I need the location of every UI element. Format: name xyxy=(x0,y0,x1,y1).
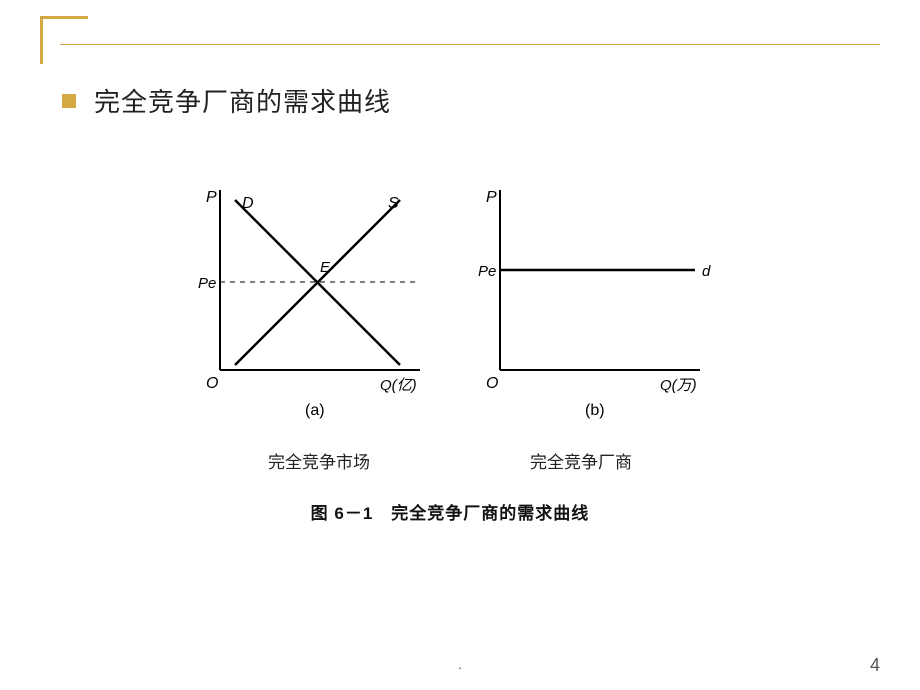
chart-b-x-label: Q(万) xyxy=(660,377,697,394)
footer-dot: . xyxy=(458,656,462,672)
figure-title: 图 6－1 完全竞争厂商的需求曲线 xyxy=(160,499,740,524)
chart-b-sub: (b) xyxy=(585,402,605,419)
fig-caption-row: 完全竞争市场 完全竞争厂商 xyxy=(160,448,740,473)
chart-b-caption: 完全竞争厂商 xyxy=(530,448,632,473)
chart-a-E-label: E xyxy=(320,259,331,276)
chart-a-y-label: P xyxy=(206,189,217,206)
bullet-text: 完全竞争厂商的需求曲线 xyxy=(94,82,391,119)
bullet-row: 完全竞争厂商的需求曲线 xyxy=(62,82,391,119)
chart-b: P Pe d O Q(万) (b) xyxy=(478,189,711,419)
bullet-icon xyxy=(62,94,76,108)
chart-b-origin: O xyxy=(486,375,498,392)
chart-b-y-label: P xyxy=(486,189,497,206)
chart-b-d-label: d xyxy=(702,263,711,280)
chart-a-D-label: D xyxy=(242,195,254,212)
chart-a-origin: O xyxy=(206,375,218,392)
chart-a-S-label: S xyxy=(388,195,399,212)
chart-a-sub: (a) xyxy=(305,402,325,419)
chart-a-Pe-label: Pe xyxy=(198,275,216,292)
chart-b-Pe-label: Pe xyxy=(478,263,496,280)
corner-accent xyxy=(40,16,88,64)
chart-a: P D S E Pe O Q(亿) (a) xyxy=(198,189,420,419)
figure-svg: P D S E Pe O Q(亿) (a) P Pe d O Q(万) (b) xyxy=(170,180,730,440)
page-number: 4 xyxy=(870,655,880,676)
figure: P D S E Pe O Q(亿) (a) P Pe d O Q(万) (b) … xyxy=(160,180,740,524)
top-rule xyxy=(60,44,880,45)
chart-a-caption: 完全竞争市场 xyxy=(268,448,370,473)
chart-a-x-label: Q(亿) xyxy=(380,377,417,394)
